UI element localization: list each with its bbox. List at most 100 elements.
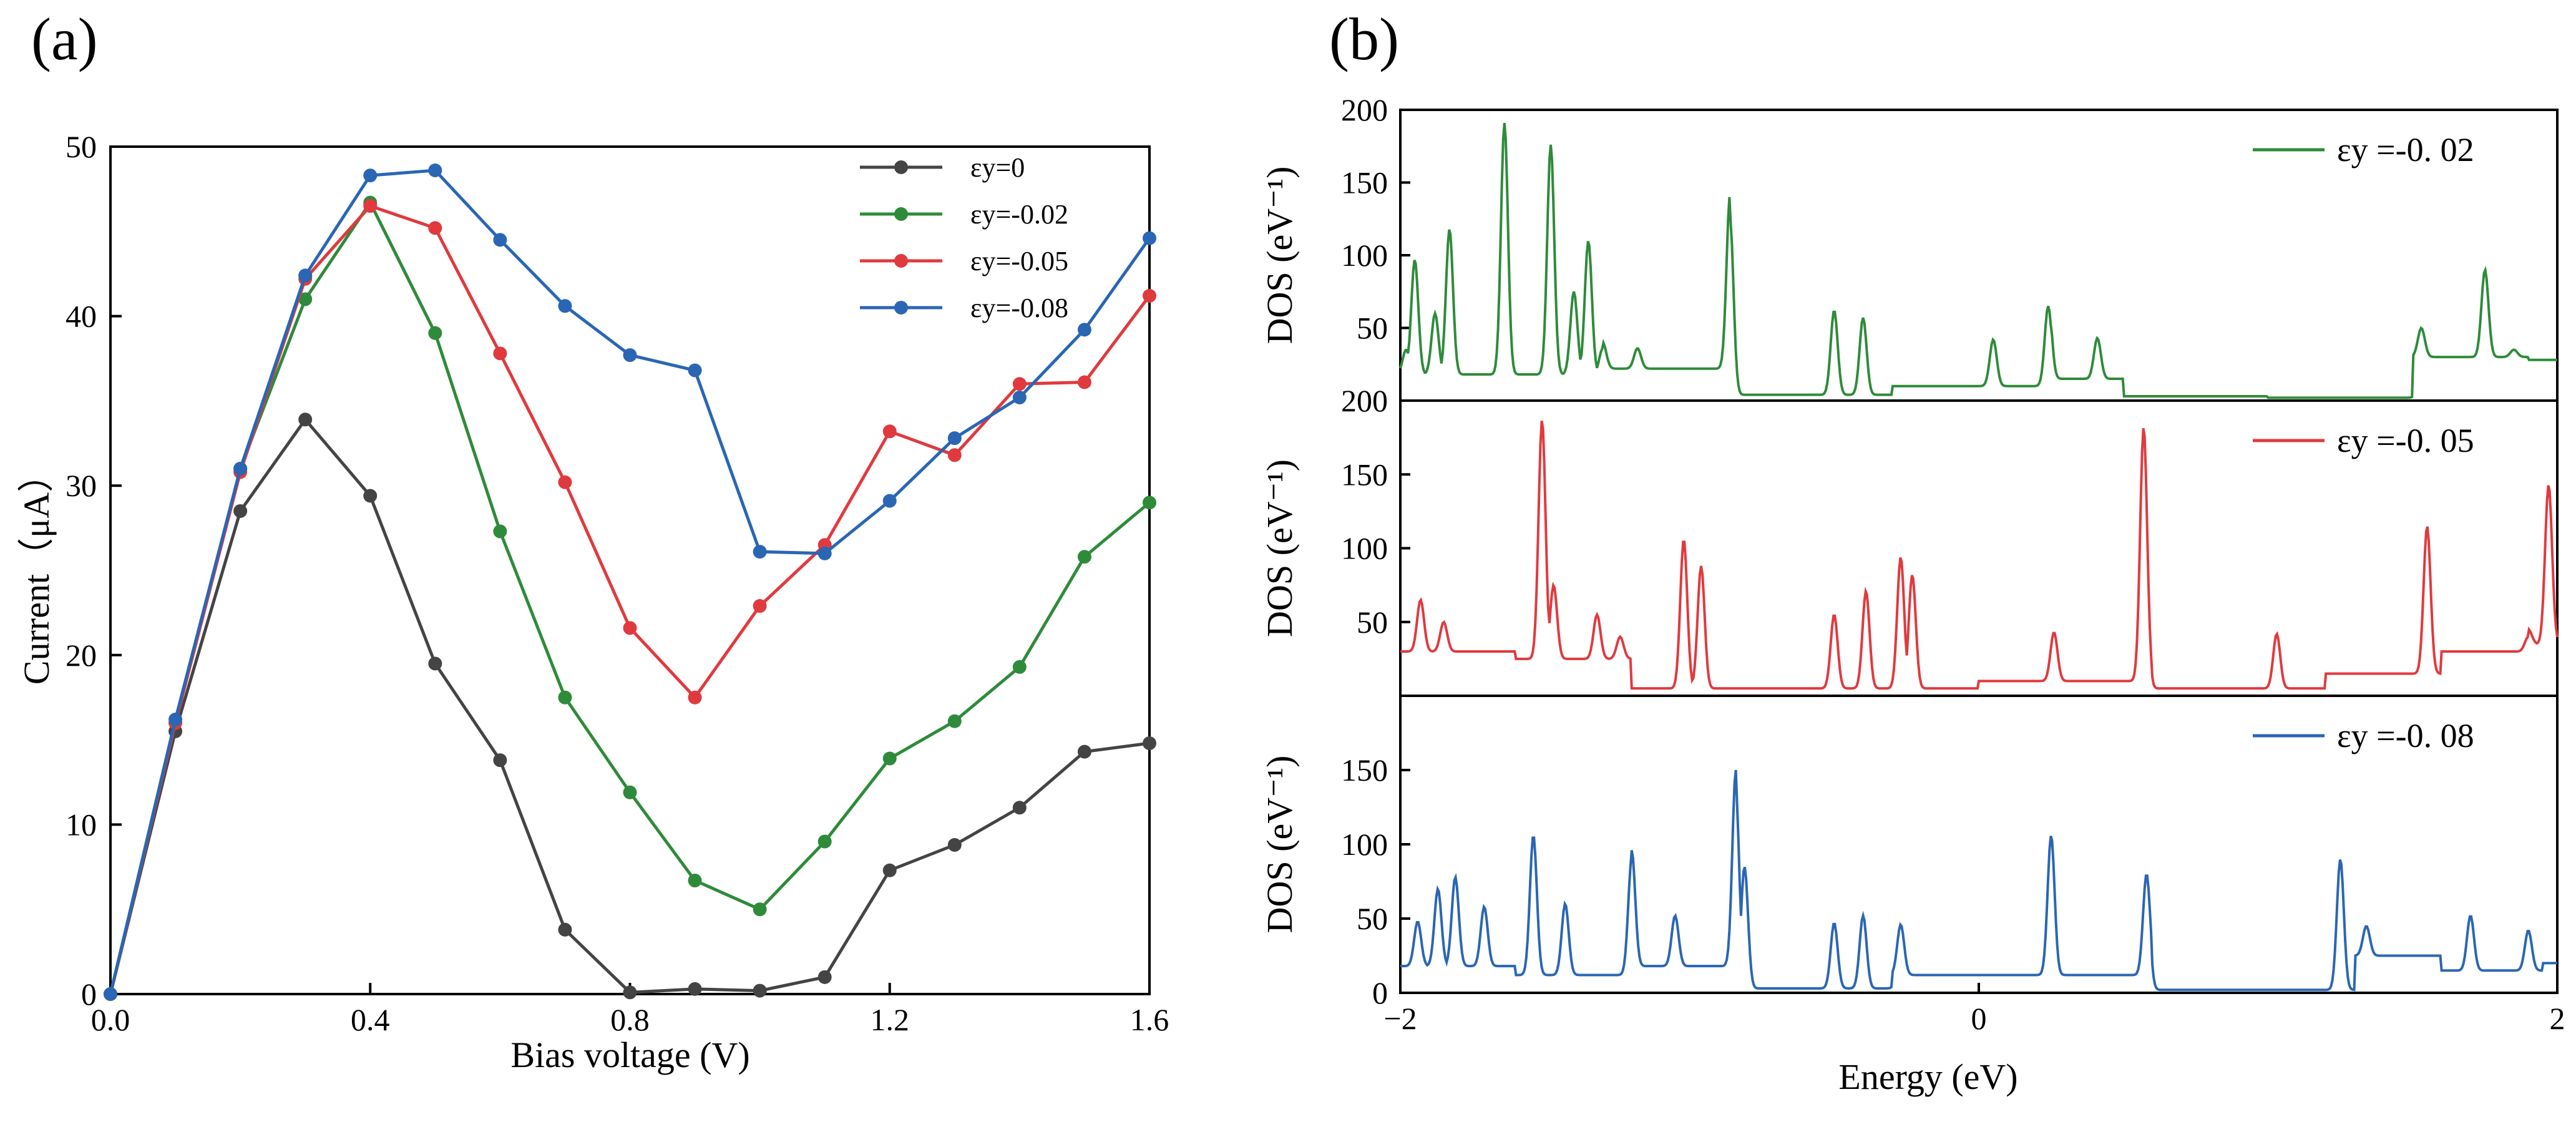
dos-ylabel: DOS (eV⁻¹)	[1259, 756, 1300, 934]
panel-a-point	[1143, 736, 1156, 751]
legend-label-a-0: εy=0	[970, 152, 1025, 183]
panel-a-point	[298, 412, 313, 427]
dos-curve-0	[1399, 122, 2557, 399]
panel-a-point	[753, 983, 767, 998]
panel-b-label: (b)	[1329, 6, 1399, 72]
dos-ytick-label: 150	[1341, 165, 1388, 200]
dos-ytick-label: 100	[1341, 238, 1388, 273]
panel-a-series-line-0	[109, 417, 1150, 995]
panel-a-point	[688, 982, 702, 996]
panel-a-point	[1012, 377, 1027, 391]
dos-legend-label-2: εy =-0. 08	[2337, 717, 2474, 754]
dos-subplot-0: 200 150 100 50 DOS (eV⁻¹) εy =-0. 02	[1259, 92, 2559, 402]
panel-a-point	[817, 970, 832, 984]
dos-legend-label-0: εy =-0. 02	[2337, 131, 2474, 168]
panel-a-point	[104, 987, 117, 1001]
panel-a-xtick-label: 1.6	[1130, 1002, 1169, 1037]
panel-a-point	[233, 462, 248, 476]
panel-a-ylabel: Current（μA）	[16, 456, 57, 685]
panel-a-point	[882, 751, 897, 766]
panel-a-point	[947, 448, 962, 462]
dos-legend-label-1: εy =-0. 05	[2337, 422, 2474, 459]
panel-a-point	[1077, 550, 1091, 564]
panel-a-point	[688, 363, 702, 378]
legend-label-a-2: εy=-0.05	[970, 246, 1068, 276]
panel-a-point	[1012, 390, 1027, 404]
panel-a-point	[428, 163, 442, 178]
panel-a-point	[623, 785, 637, 799]
panel-a-point	[428, 326, 442, 340]
panel-a-point	[298, 268, 313, 283]
panel-a-point	[623, 621, 637, 635]
panel-a-point	[1143, 289, 1156, 303]
panel-a-point	[168, 713, 183, 727]
panel-a-point	[1012, 660, 1027, 674]
dos-xtick-label: 0	[1971, 1001, 1987, 1036]
panel-a-xlabel: Bias voltage (V)	[510, 1035, 749, 1075]
panel-a-point	[817, 834, 832, 849]
dos-ylabel: DOS (eV⁻¹)	[1259, 167, 1300, 344]
panel-a-point	[817, 546, 832, 560]
dos-curve-2	[1400, 769, 2557, 992]
dos-ytick-label: 200	[1341, 383, 1388, 418]
panel-a-series-line-2	[109, 204, 1151, 995]
panel-a-point	[623, 985, 637, 1000]
panel-a-point	[882, 494, 897, 508]
panel-a-ytick-label: 30	[66, 468, 97, 503]
panel-a-point	[363, 489, 378, 503]
dos-ytick-label: 0	[1372, 975, 1388, 1010]
panel-a-point	[558, 299, 572, 313]
panel-a-point	[688, 874, 702, 888]
panel-a-point	[753, 545, 767, 559]
legend-label-a-1: εy=-0.02	[970, 199, 1068, 230]
dos-ytick-label: 200	[1341, 92, 1388, 127]
panel-a-chart: 0.0 0.4 0.8 1.2 1.6 0 10 20 30 40 50 εy=0 εy=-0.02 ε…	[16, 129, 1169, 1075]
dos-ytick-label: 50	[1357, 605, 1388, 640]
panel-a-ytick-label: 50	[66, 129, 97, 164]
panel-a-point	[558, 475, 572, 489]
panel-a-point	[493, 524, 507, 539]
dos-ytick-label: 150	[1341, 753, 1388, 788]
legend-label-a-3: εy=-0.08	[970, 293, 1068, 323]
panel-a-point	[233, 504, 248, 518]
dos-ytick-label: 150	[1341, 457, 1388, 492]
dos-subplot-1: 200 150 100 50 DOS (eV⁻¹) εy =-0. 05	[1259, 383, 2559, 697]
dos-xtick-label: −2	[1383, 1001, 1417, 1036]
panel-a-point	[493, 233, 507, 247]
panel-a-point	[753, 599, 767, 613]
panel-a-point	[753, 902, 767, 917]
panel-a-point	[1143, 231, 1156, 245]
legend-marker-a-0	[894, 160, 908, 174]
panel-a-point	[1143, 495, 1156, 510]
panel-a-point	[298, 292, 313, 306]
panel-a-ytick-label: 0	[81, 977, 97, 1012]
panel-a-label: (a)	[31, 6, 98, 72]
panel-a-point	[947, 837, 962, 852]
panel-a-ytick-label: 40	[66, 299, 97, 334]
panel-a-point	[1012, 801, 1027, 815]
panel-a-point	[493, 753, 507, 768]
dos-ytick-label: 100	[1341, 827, 1388, 862]
panel-a-point	[882, 424, 897, 439]
panel-a-xtick-label: 1.2	[871, 1002, 910, 1037]
panel-a-ytick-label: 10	[66, 807, 97, 842]
legend-marker-a-1	[894, 207, 908, 221]
dos-ytick-label: 50	[1357, 311, 1388, 346]
panel-a-point	[688, 690, 702, 705]
dos-ytick-label: 100	[1341, 531, 1388, 566]
dos-ytick-label: 50	[1357, 901, 1388, 936]
dos-ylabel: DOS (eV⁻¹)	[1259, 459, 1300, 637]
panel-b-chart: 200 150 100 50 DOS (eV⁻¹) εy =-0. 02 200 150 100…	[1259, 92, 2565, 1097]
panel-a-xtick-label: 0.0	[91, 1002, 130, 1037]
panel-a-point	[428, 221, 442, 235]
panel-a-point	[558, 690, 572, 705]
panel-a-point	[493, 346, 507, 361]
dos-curve-1	[1400, 421, 2559, 690]
legend-marker-a-3	[894, 301, 908, 315]
panel-a-point	[363, 168, 378, 183]
panel-a-point	[623, 348, 637, 363]
panel-a-point	[428, 656, 442, 671]
panel-b-xlabel: Energy (eV)	[1838, 1056, 2017, 1097]
